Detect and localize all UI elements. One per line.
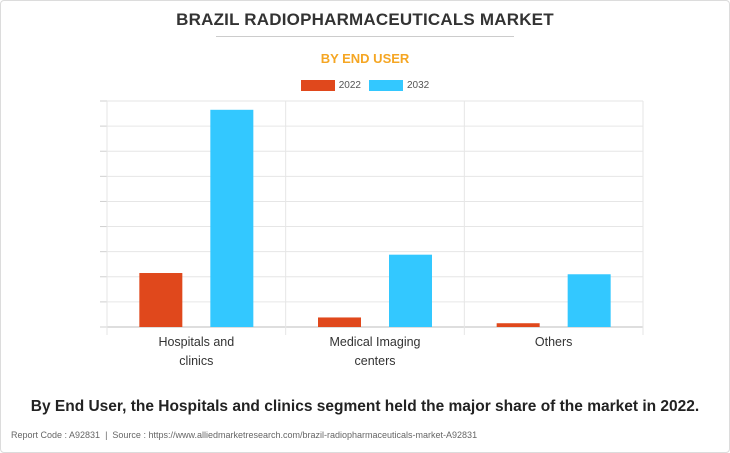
legend-item-2022[interactable]: 2022 bbox=[300, 80, 361, 91]
bar-2032-1 bbox=[389, 254, 432, 327]
footer-separator: | bbox=[105, 430, 108, 440]
bar-2032-0 bbox=[210, 109, 254, 328]
x-tick-label: centers bbox=[355, 354, 396, 368]
title-divider bbox=[216, 36, 514, 37]
conclusion-text: By End User, the Hospitals and clinics s… bbox=[30, 398, 700, 415]
report-code: Report Code : A92831 bbox=[11, 430, 101, 440]
legend-label-2022: 2022 bbox=[338, 80, 361, 91]
chart-subtitle: BY END USER bbox=[320, 51, 410, 66]
bar-2022-1 bbox=[318, 317, 361, 327]
chart-title: BRAZIL RADIOPHARMACEUTICALS MARKET bbox=[176, 10, 554, 29]
bar-2032-2 bbox=[567, 274, 611, 327]
source-text: Source : https://www.alliedmarketresearc… bbox=[112, 430, 478, 440]
legend-swatch-2022 bbox=[300, 80, 335, 91]
legend-label-2032: 2032 bbox=[407, 80, 430, 91]
bar-2022-2 bbox=[496, 323, 540, 327]
bar-2022-0 bbox=[139, 273, 183, 327]
legend: 2022 2032 bbox=[0, 80, 730, 91]
x-tick-label: Others bbox=[535, 335, 573, 349]
x-tick-label: Hospitals and bbox=[158, 335, 234, 349]
x-tick-label: Medical Imaging bbox=[329, 335, 420, 349]
legend-swatch-2032 bbox=[369, 80, 403, 91]
x-tick-label: clinics bbox=[179, 354, 213, 368]
footer: Report Code : A92831 | Source : https://ww… bbox=[11, 430, 477, 440]
legend-item-2032[interactable]: 2032 bbox=[369, 80, 429, 91]
